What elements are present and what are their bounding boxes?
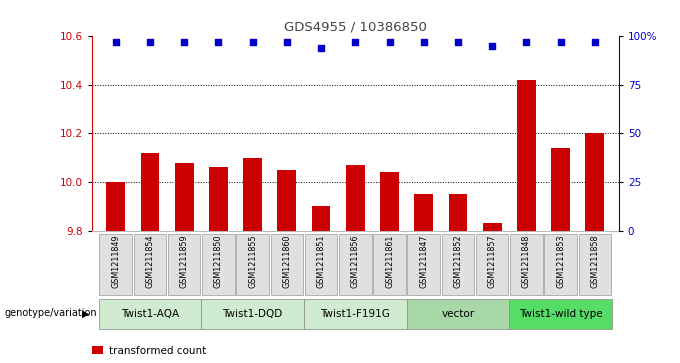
Point <box>384 39 395 45</box>
Bar <box>209 167 228 231</box>
FancyBboxPatch shape <box>510 234 543 295</box>
FancyBboxPatch shape <box>476 234 509 295</box>
Point <box>316 45 326 51</box>
Text: GSM1211860: GSM1211860 <box>282 235 291 288</box>
Text: GSM1211851: GSM1211851 <box>317 235 326 288</box>
Text: transformed count: transformed count <box>109 346 207 355</box>
Bar <box>517 80 536 231</box>
FancyBboxPatch shape <box>202 234 235 295</box>
FancyBboxPatch shape <box>237 234 269 295</box>
Text: GSM1211859: GSM1211859 <box>180 235 188 289</box>
Text: genotype/variation: genotype/variation <box>4 308 97 318</box>
Text: GSM1211856: GSM1211856 <box>351 235 360 288</box>
Point <box>179 39 190 45</box>
Bar <box>585 133 605 231</box>
Bar <box>414 194 433 231</box>
Bar <box>106 182 125 231</box>
FancyBboxPatch shape <box>442 234 474 295</box>
Text: Twist1-AQA: Twist1-AQA <box>121 309 179 319</box>
Text: GSM1211849: GSM1211849 <box>112 235 120 288</box>
Text: GSM1211853: GSM1211853 <box>556 235 565 288</box>
Bar <box>141 153 159 231</box>
FancyBboxPatch shape <box>509 299 612 329</box>
FancyBboxPatch shape <box>339 234 371 295</box>
Point <box>248 39 258 45</box>
Bar <box>346 165 364 231</box>
Bar <box>277 170 296 231</box>
Point <box>555 39 566 45</box>
FancyBboxPatch shape <box>407 234 440 295</box>
Title: GDS4955 / 10386850: GDS4955 / 10386850 <box>284 21 427 34</box>
Bar <box>380 172 399 231</box>
FancyBboxPatch shape <box>579 234 611 295</box>
FancyBboxPatch shape <box>168 234 201 295</box>
Bar <box>551 148 570 231</box>
FancyBboxPatch shape <box>271 234 303 295</box>
Text: GSM1211848: GSM1211848 <box>522 235 531 288</box>
Text: GSM1211861: GSM1211861 <box>385 235 394 288</box>
Text: GSM1211858: GSM1211858 <box>590 235 599 288</box>
Bar <box>92 346 103 354</box>
Point <box>452 39 463 45</box>
FancyBboxPatch shape <box>201 299 304 329</box>
Point <box>590 39 600 45</box>
Text: GSM1211857: GSM1211857 <box>488 235 496 289</box>
FancyBboxPatch shape <box>134 234 166 295</box>
Text: Twist1-DQD: Twist1-DQD <box>222 309 283 319</box>
Point <box>350 39 361 45</box>
FancyBboxPatch shape <box>545 234 577 295</box>
Point <box>418 39 429 45</box>
FancyBboxPatch shape <box>99 299 201 329</box>
Point <box>145 39 156 45</box>
Bar <box>311 206 330 231</box>
Text: Twist1-F191G: Twist1-F191G <box>320 309 390 319</box>
Point <box>213 39 224 45</box>
Point <box>282 39 292 45</box>
FancyBboxPatch shape <box>373 234 406 295</box>
Bar <box>449 194 467 231</box>
FancyBboxPatch shape <box>99 234 132 295</box>
FancyBboxPatch shape <box>305 234 337 295</box>
Text: GSM1211847: GSM1211847 <box>420 235 428 288</box>
FancyBboxPatch shape <box>407 299 509 329</box>
Text: GSM1211852: GSM1211852 <box>454 235 462 289</box>
Point <box>487 43 498 49</box>
Text: GSM1211854: GSM1211854 <box>146 235 154 288</box>
Point <box>110 39 121 45</box>
Text: GSM1211850: GSM1211850 <box>214 235 223 288</box>
Text: Twist1-wild type: Twist1-wild type <box>519 309 602 319</box>
Text: vector: vector <box>441 309 475 319</box>
Text: ▶: ▶ <box>82 308 89 318</box>
FancyBboxPatch shape <box>304 299 407 329</box>
Bar <box>243 158 262 231</box>
Bar <box>175 163 194 231</box>
Text: GSM1211855: GSM1211855 <box>248 235 257 289</box>
Bar <box>483 223 502 231</box>
Point <box>521 39 532 45</box>
